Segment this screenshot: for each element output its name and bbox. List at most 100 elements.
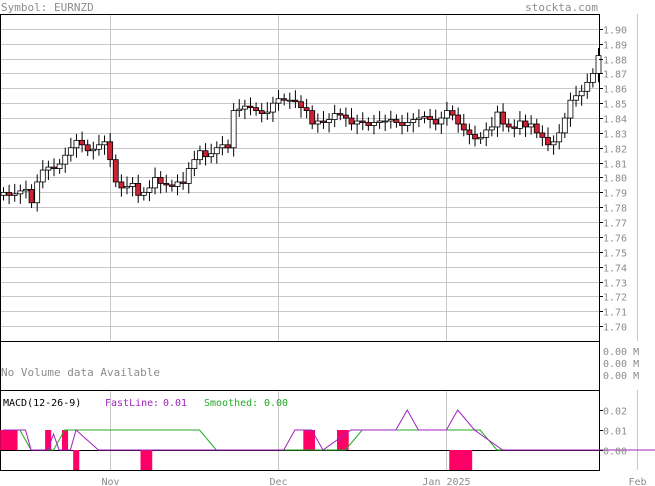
candlestick bbox=[393, 114, 400, 128]
candle-body bbox=[410, 119, 417, 123]
candlestick bbox=[314, 113, 321, 133]
price-tick-label: 1.89 bbox=[603, 41, 627, 52]
candle-body bbox=[264, 111, 271, 114]
candle-body bbox=[354, 120, 361, 125]
candlestick bbox=[410, 113, 417, 133]
candle-body bbox=[314, 120, 321, 125]
candle-body bbox=[135, 183, 142, 196]
candle-body bbox=[533, 123, 540, 134]
candle-body bbox=[528, 123, 535, 128]
candle-body bbox=[6, 191, 13, 196]
candle-body bbox=[129, 183, 136, 187]
candle-body bbox=[219, 144, 226, 149]
date-tick-label: Jan 2025 bbox=[422, 477, 470, 486]
price-tick-label: 1.77 bbox=[603, 219, 627, 230]
site-label[interactable]: stockta.com bbox=[525, 1, 598, 14]
candle-body bbox=[107, 141, 114, 161]
candlestick bbox=[556, 124, 563, 150]
candle-body bbox=[399, 122, 405, 126]
price-tick-label: 1.82 bbox=[603, 145, 627, 156]
candlestick bbox=[483, 122, 490, 147]
candlestick bbox=[494, 105, 501, 137]
candle-body bbox=[62, 154, 69, 165]
candlestick bbox=[84, 139, 91, 156]
candlestick bbox=[90, 141, 97, 160]
candle-body bbox=[320, 120, 327, 123]
candlestick bbox=[225, 139, 231, 153]
candlestick bbox=[584, 73, 591, 99]
candlestick bbox=[449, 105, 456, 121]
candlestick bbox=[432, 109, 439, 131]
candle-body bbox=[449, 110, 456, 116]
candlestick bbox=[320, 111, 327, 129]
candle-body bbox=[11, 193, 18, 196]
candlestick bbox=[34, 174, 41, 212]
candlestick bbox=[247, 97, 254, 116]
candlestick bbox=[180, 172, 187, 190]
candle-body bbox=[247, 105, 254, 109]
date-tick-label: Dec bbox=[269, 477, 287, 486]
panel-frames bbox=[0, 14, 600, 471]
candlesticks bbox=[0, 48, 602, 212]
candlestick bbox=[331, 104, 338, 128]
candlestick bbox=[208, 143, 215, 164]
candle-body bbox=[376, 120, 383, 123]
candle-body bbox=[258, 110, 265, 114]
candlestick bbox=[124, 176, 130, 195]
candlestick bbox=[472, 125, 478, 147]
macd-histogram-bar bbox=[454, 450, 461, 470]
candle-body bbox=[0, 191, 7, 196]
candle-body bbox=[213, 147, 220, 155]
candle-body bbox=[28, 188, 35, 204]
smoothed-legend-value: 0.00 bbox=[264, 398, 288, 409]
candlestick bbox=[545, 127, 551, 152]
candlestick bbox=[0, 187, 7, 201]
candlestick bbox=[152, 167, 158, 195]
candle-body bbox=[185, 168, 192, 184]
candle-body bbox=[56, 163, 63, 169]
candle-body bbox=[90, 148, 97, 152]
candle-body bbox=[67, 147, 74, 156]
candlestick bbox=[107, 133, 114, 168]
candlestick bbox=[264, 102, 271, 120]
candle-body bbox=[270, 102, 276, 113]
candlestick bbox=[561, 112, 568, 139]
candle-body bbox=[488, 126, 495, 131]
candle-body bbox=[96, 144, 102, 150]
candle-body bbox=[365, 122, 372, 126]
candlestick bbox=[73, 133, 80, 158]
price-tick-label: 1.81 bbox=[603, 160, 627, 171]
candlestick bbox=[511, 119, 518, 138]
volume-tick-label: 0.00 M bbox=[603, 359, 639, 370]
candlestick bbox=[404, 112, 411, 132]
macd-title: MACD(12-26-9) bbox=[3, 398, 81, 409]
candle-body bbox=[432, 119, 439, 125]
candle-body bbox=[522, 120, 529, 128]
candle-body bbox=[84, 144, 91, 152]
volume-tick-label: 0.00 M bbox=[603, 347, 639, 358]
price-tick-label: 1.72 bbox=[603, 293, 627, 304]
candlestick bbox=[309, 105, 316, 130]
candlestick bbox=[343, 107, 349, 127]
candle-body bbox=[281, 98, 288, 101]
candle-body bbox=[275, 98, 282, 104]
candle-body bbox=[163, 183, 170, 186]
candlestick bbox=[466, 123, 473, 145]
candlestick bbox=[298, 95, 304, 118]
macd-histogram-bar bbox=[336, 430, 344, 450]
candlestick bbox=[39, 160, 46, 189]
fastline-legend-name: FastLine bbox=[105, 398, 153, 409]
symbol-label: Symbol: EURNZD bbox=[1, 1, 94, 14]
candle-body bbox=[326, 119, 332, 123]
macd-histogram-bar bbox=[303, 430, 310, 450]
macd-tick-label: 0.02 bbox=[603, 407, 627, 418]
price-tick-label: 1.84 bbox=[603, 115, 627, 126]
candlestick bbox=[230, 103, 237, 157]
candlestick bbox=[292, 90, 299, 109]
fastline-legend-value: 0.01 bbox=[163, 398, 187, 409]
price-tick-label: 1.75 bbox=[603, 249, 627, 260]
smoothed-legend-name: Smoothed bbox=[204, 398, 252, 409]
candlestick bbox=[578, 84, 585, 106]
candle-body bbox=[253, 107, 259, 112]
